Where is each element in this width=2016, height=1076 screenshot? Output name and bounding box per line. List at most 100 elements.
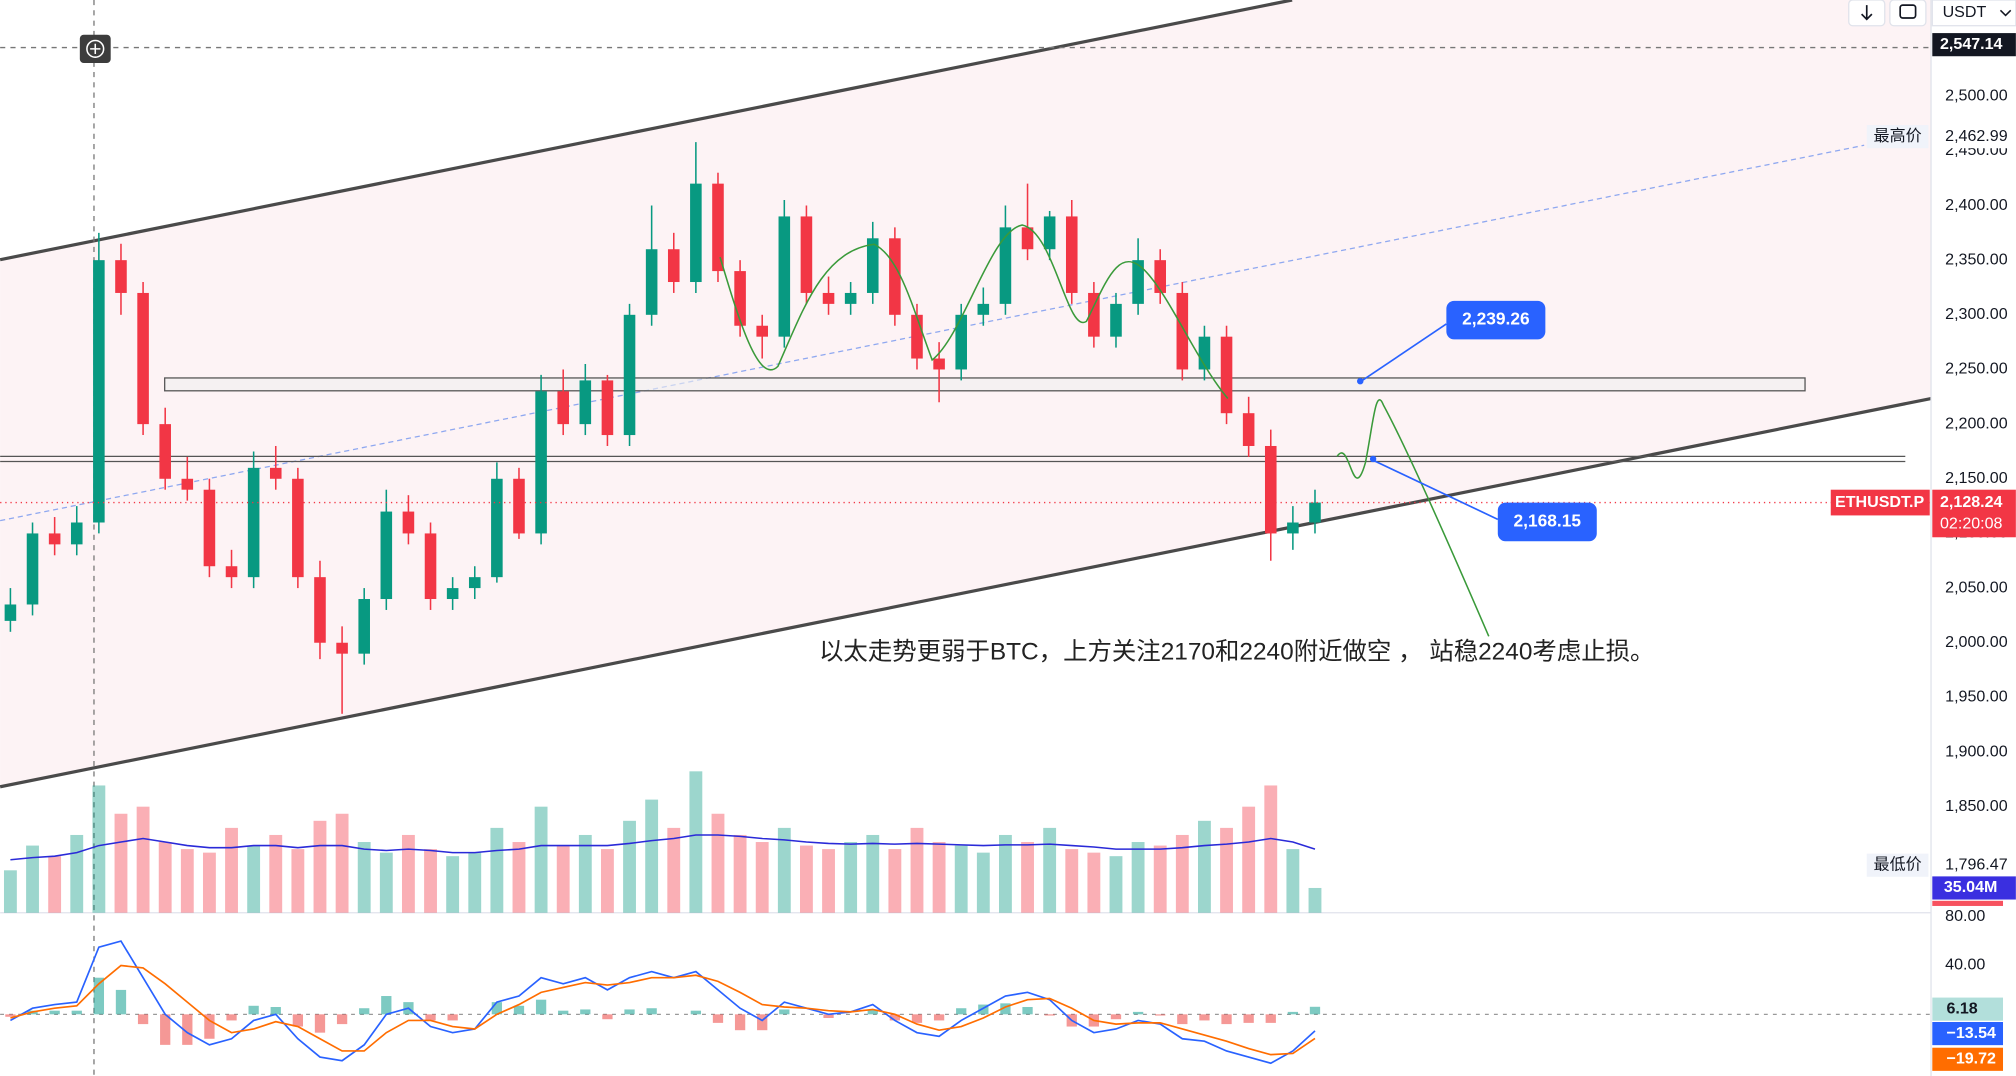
last-price: 2,128.24 [1940, 493, 2003, 511]
candle-body [225, 566, 238, 578]
candle-body [181, 478, 194, 490]
volume-bar [1021, 842, 1034, 913]
symbol-label: ETHUSDT.P [1835, 493, 1924, 511]
volume-bar [534, 806, 548, 913]
macd-histogram [690, 1010, 702, 1015]
volume-bar [1065, 849, 1079, 913]
macd-layer [0, 940, 1932, 1065]
candle-body [159, 424, 171, 479]
volume-bar [799, 845, 813, 913]
candle-body [800, 216, 813, 293]
volume-bar [114, 813, 128, 913]
macd-histogram [270, 1007, 281, 1015]
candle-body [269, 467, 282, 479]
macd-histogram [160, 1014, 171, 1045]
candle-body [1309, 502, 1321, 523]
plus-icon [90, 43, 101, 54]
volume-bar [667, 827, 681, 913]
volume-bar [733, 834, 747, 913]
candle-body [1287, 522, 1299, 534]
macd-histogram [712, 1014, 724, 1023]
macd-histogram [978, 1004, 989, 1015]
candle-body [336, 642, 348, 654]
volume-bar [932, 842, 946, 913]
candle-body [756, 325, 768, 337]
annotation: 以太走势更弱于BTC，上方关注2170和2240附近做空 ， 站稳2240考虑止… [819, 639, 1654, 666]
channel-lower [0, 396, 1932, 789]
candle-body [137, 292, 149, 425]
candle-body [844, 292, 857, 304]
candle-body [1065, 216, 1078, 293]
macd-histogram [956, 1008, 967, 1015]
volume-bar [335, 813, 349, 913]
volume-bar [689, 771, 703, 913]
macd-histogram [49, 1010, 60, 1015]
macd-histogram [646, 1008, 657, 1015]
macd-histogram [1221, 1014, 1232, 1025]
y-tick-label: 2,350.00 [1945, 250, 2008, 268]
candle-body [1176, 292, 1189, 370]
candle-body [26, 533, 39, 605]
candle-body [955, 314, 967, 370]
macd-badge: 6.18 [1946, 999, 1977, 1017]
macd-histogram [513, 1005, 525, 1015]
macd-histogram [359, 1008, 370, 1015]
candle-body [734, 271, 746, 326]
volume-bar [158, 842, 172, 913]
macd-histogram [1243, 1014, 1254, 1023]
y-tick-label: 2,150.00 [1945, 469, 2008, 487]
volume-bar [3, 870, 17, 913]
volume-bar [1220, 827, 1233, 913]
macd-histogram [1199, 1014, 1210, 1021]
candle-body [380, 511, 393, 600]
volume-bar [1131, 842, 1145, 913]
volume-bar [999, 834, 1012, 913]
volume-bar [490, 827, 504, 913]
macd-histogram [1110, 1014, 1122, 1020]
extreme-value-box [1932, 125, 2016, 149]
macd-histogram [823, 1014, 834, 1018]
refresh-button[interactable] [1889, 0, 1927, 27]
candle-body [424, 533, 437, 600]
macd-histogram [1177, 1014, 1188, 1025]
candle-body [933, 358, 945, 370]
candle-body [115, 260, 127, 293]
macd-histogram [757, 1014, 768, 1031]
extreme-name-box [1866, 125, 1929, 149]
macd-histogram [1000, 1003, 1011, 1015]
candle-body [1088, 292, 1100, 337]
volume-bar [711, 813, 725, 913]
candle-body [1110, 303, 1122, 337]
macd-tick-label: 40.00 [1945, 956, 1985, 974]
y-tick-label: 2,050.00 [1945, 578, 2008, 596]
candle-body [203, 489, 216, 567]
macd-histogram [580, 1009, 591, 1015]
volume-last: 35.04M [1944, 878, 1998, 896]
candle-body [822, 292, 835, 304]
y-tick-label: 2,250.00 [1945, 360, 2008, 378]
volume-bar [180, 849, 194, 913]
macd-badge-box [1932, 997, 2004, 1021]
macd-histogram [779, 1009, 790, 1015]
volume-bar [1043, 827, 1057, 913]
candle-layer [0, 142, 1932, 714]
macd-histogram [1265, 1014, 1276, 1023]
macd-histogram [425, 1014, 436, 1021]
plus-icon [86, 39, 105, 58]
volume-bar [755, 842, 769, 913]
macd-histogram [1022, 1007, 1033, 1015]
volume-bar [844, 842, 858, 913]
volume-bar [26, 845, 39, 913]
candle-body [468, 577, 481, 589]
volume-bar [556, 845, 570, 913]
candle-body [314, 577, 326, 643]
macd-histogram [535, 999, 547, 1015]
volume-bar [269, 834, 283, 913]
volume-bar [578, 834, 592, 913]
extreme-value: 2,462.99 [1945, 127, 2008, 145]
volume-ma-line [10, 834, 1316, 861]
macd-histogram [867, 1009, 878, 1015]
volume-bar [291, 849, 305, 913]
extreme-name-box [1866, 853, 1929, 877]
callout-connector [1359, 323, 1447, 383]
